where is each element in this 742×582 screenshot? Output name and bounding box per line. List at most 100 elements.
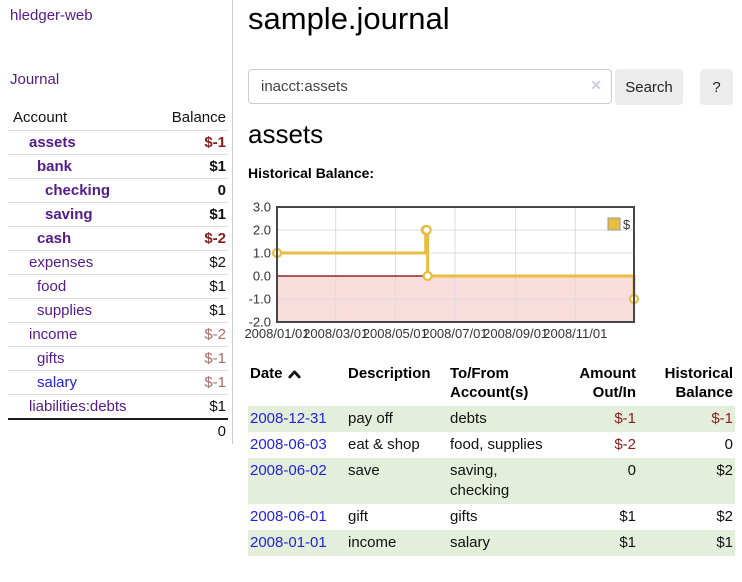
account-row: liabilities:debts $1: [8, 395, 228, 420]
account-row: salary $-1: [8, 371, 228, 395]
transaction-date-link[interactable]: 2008-06-02: [250, 462, 327, 479]
account-balance: $1: [153, 155, 228, 179]
transaction-row: 2008-12-31pay offdebts$-1$-1: [248, 406, 735, 432]
account-balance: $1: [153, 395, 228, 420]
transaction-accounts: gifts: [448, 504, 548, 530]
transaction-description: income: [346, 530, 448, 556]
data-point-marker: [424, 272, 432, 280]
x-axis-tick-label: 2008/07/01: [422, 326, 487, 341]
x-axis-tick-label: 2008/03/01: [303, 326, 368, 341]
transaction-row: 2008-06-03eat & shopfood, supplies$-20: [248, 432, 735, 458]
transaction-amount: 0: [548, 458, 638, 504]
account-link-expenses[interactable]: expenses: [29, 254, 93, 271]
register-header-label: Account(s): [450, 383, 546, 402]
y-axis-tick-label: 3.0: [253, 200, 271, 215]
transaction-amount: $1: [548, 504, 638, 530]
transaction-date-link[interactable]: 2008-06-01: [250, 508, 327, 525]
account-row: supplies $1: [8, 299, 228, 323]
sort-ascending-icon: [288, 369, 301, 379]
register-header-label: Description: [348, 364, 446, 383]
transaction-amount: $1: [548, 530, 638, 556]
help-button[interactable]: ?: [700, 69, 733, 105]
sidebar: hledger-web Journal Account Balance asse…: [0, 0, 233, 444]
account-balance: $1: [153, 275, 228, 299]
sidebar-item-journal[interactable]: Journal: [10, 71, 59, 88]
transaction-description: pay off: [346, 406, 448, 432]
transaction-accounts: food, supplies: [448, 432, 548, 458]
register-header-label: Out/In: [550, 383, 636, 402]
account-link-bank[interactable]: bank: [37, 158, 72, 175]
x-axis-tick-label: 2008/05/01: [363, 326, 428, 341]
register-header-label: Balance: [640, 383, 733, 402]
account-balance: $1: [153, 203, 228, 227]
clear-search-icon[interactable]: ✕: [590, 77, 602, 94]
balance-chart-svg: $3.02.01.00.0-1.0-2.02008/01/012008/03/0…: [238, 200, 658, 350]
account-row: cash $-2: [8, 227, 228, 251]
search-input[interactable]: [248, 69, 612, 104]
account-row: assets $-1: [8, 131, 228, 155]
account-link-supplies[interactable]: supplies: [37, 302, 92, 319]
accounts-total-row: 0: [8, 419, 228, 443]
app-title-link[interactable]: hledger-web: [10, 7, 93, 24]
account-balance: 0: [153, 179, 228, 203]
account-balance: $-1: [153, 131, 228, 155]
account-row: income $-2: [8, 323, 228, 347]
transaction-balance: $2: [638, 458, 735, 504]
transaction-date-link[interactable]: 2008-06-03: [250, 436, 327, 453]
transaction-description: gift: [346, 504, 448, 530]
transaction-row: 2008-01-01incomesalary$1$1: [248, 530, 735, 556]
account-row: bank $1: [8, 155, 228, 179]
account-balance: $-2: [153, 227, 228, 251]
y-axis-tick-label: 0.0: [253, 269, 271, 284]
account-link-cash[interactable]: cash: [37, 230, 71, 247]
account-link-salary[interactable]: salary: [37, 374, 77, 391]
account-balance: $2: [153, 251, 228, 275]
account-link-food[interactable]: food: [37, 278, 66, 295]
transaction-row: 2008-06-01 giftgifts$1$2: [248, 504, 735, 530]
account-balance: $-2: [153, 323, 228, 347]
account-heading: assets: [248, 119, 323, 150]
transaction-date-link[interactable]: 2008-12-31: [250, 410, 327, 427]
transaction-date-link[interactable]: 2008-01-01: [250, 534, 327, 551]
register-header-label: To/From: [450, 364, 546, 383]
account-balance: $-1: [153, 347, 228, 371]
account-link-checking[interactable]: checking: [45, 182, 110, 199]
transaction-row: 2008-06-02 savesaving, checking0$2: [248, 458, 735, 504]
legend-swatch: [608, 218, 620, 230]
balance-chart[interactable]: $3.02.01.00.0-1.0-2.02008/01/012008/03/0…: [238, 200, 658, 350]
register-header-amount: AmountOut/In: [548, 362, 638, 406]
account-link-saving[interactable]: saving: [45, 206, 93, 223]
search-box: ✕: [248, 69, 612, 104]
data-point-marker: [423, 226, 431, 234]
legend-label: $: [623, 217, 631, 232]
account-balance: $-1: [153, 371, 228, 395]
account-row: expenses $2: [8, 251, 228, 275]
main-content: sample.journal ✕ Search ? assets Histori…: [248, 0, 742, 582]
transaction-amount: $-1: [548, 406, 638, 432]
x-axis-tick-label: 2008/01/01: [244, 326, 309, 341]
register-header-label: Historical: [640, 364, 733, 383]
chart-title: Historical Balance:: [248, 165, 374, 181]
search-button[interactable]: Search: [615, 69, 683, 105]
account-link-liabilities-debts[interactable]: liabilities:debts: [29, 398, 127, 415]
register-header-date[interactable]: Date: [248, 362, 346, 406]
accounts-total-value: 0: [153, 419, 228, 443]
register-header-label: Date: [250, 364, 344, 383]
account-link-assets[interactable]: assets: [29, 134, 76, 151]
transaction-description: save: [346, 458, 448, 504]
account-row: saving $1: [8, 203, 228, 227]
y-axis-tick-label: 1.0: [253, 246, 271, 261]
account-row: gifts $-1: [8, 347, 228, 371]
transaction-balance: $-1: [638, 406, 735, 432]
account-link-gifts[interactable]: gifts: [37, 350, 65, 367]
transaction-balance: $2: [638, 504, 735, 530]
transaction-balance: $1: [638, 530, 735, 556]
register-table: DateDescriptionTo/FromAccount(s)AmountOu…: [248, 362, 735, 556]
account-balance: $1: [153, 299, 228, 323]
register-header-description: Description: [346, 362, 448, 406]
transaction-accounts: saving, checking: [448, 458, 548, 504]
transaction-accounts: debts: [448, 406, 548, 432]
account-link-income[interactable]: income: [29, 326, 77, 343]
accounts-header-account: Account: [8, 106, 153, 131]
account-row: checking 0: [8, 179, 228, 203]
